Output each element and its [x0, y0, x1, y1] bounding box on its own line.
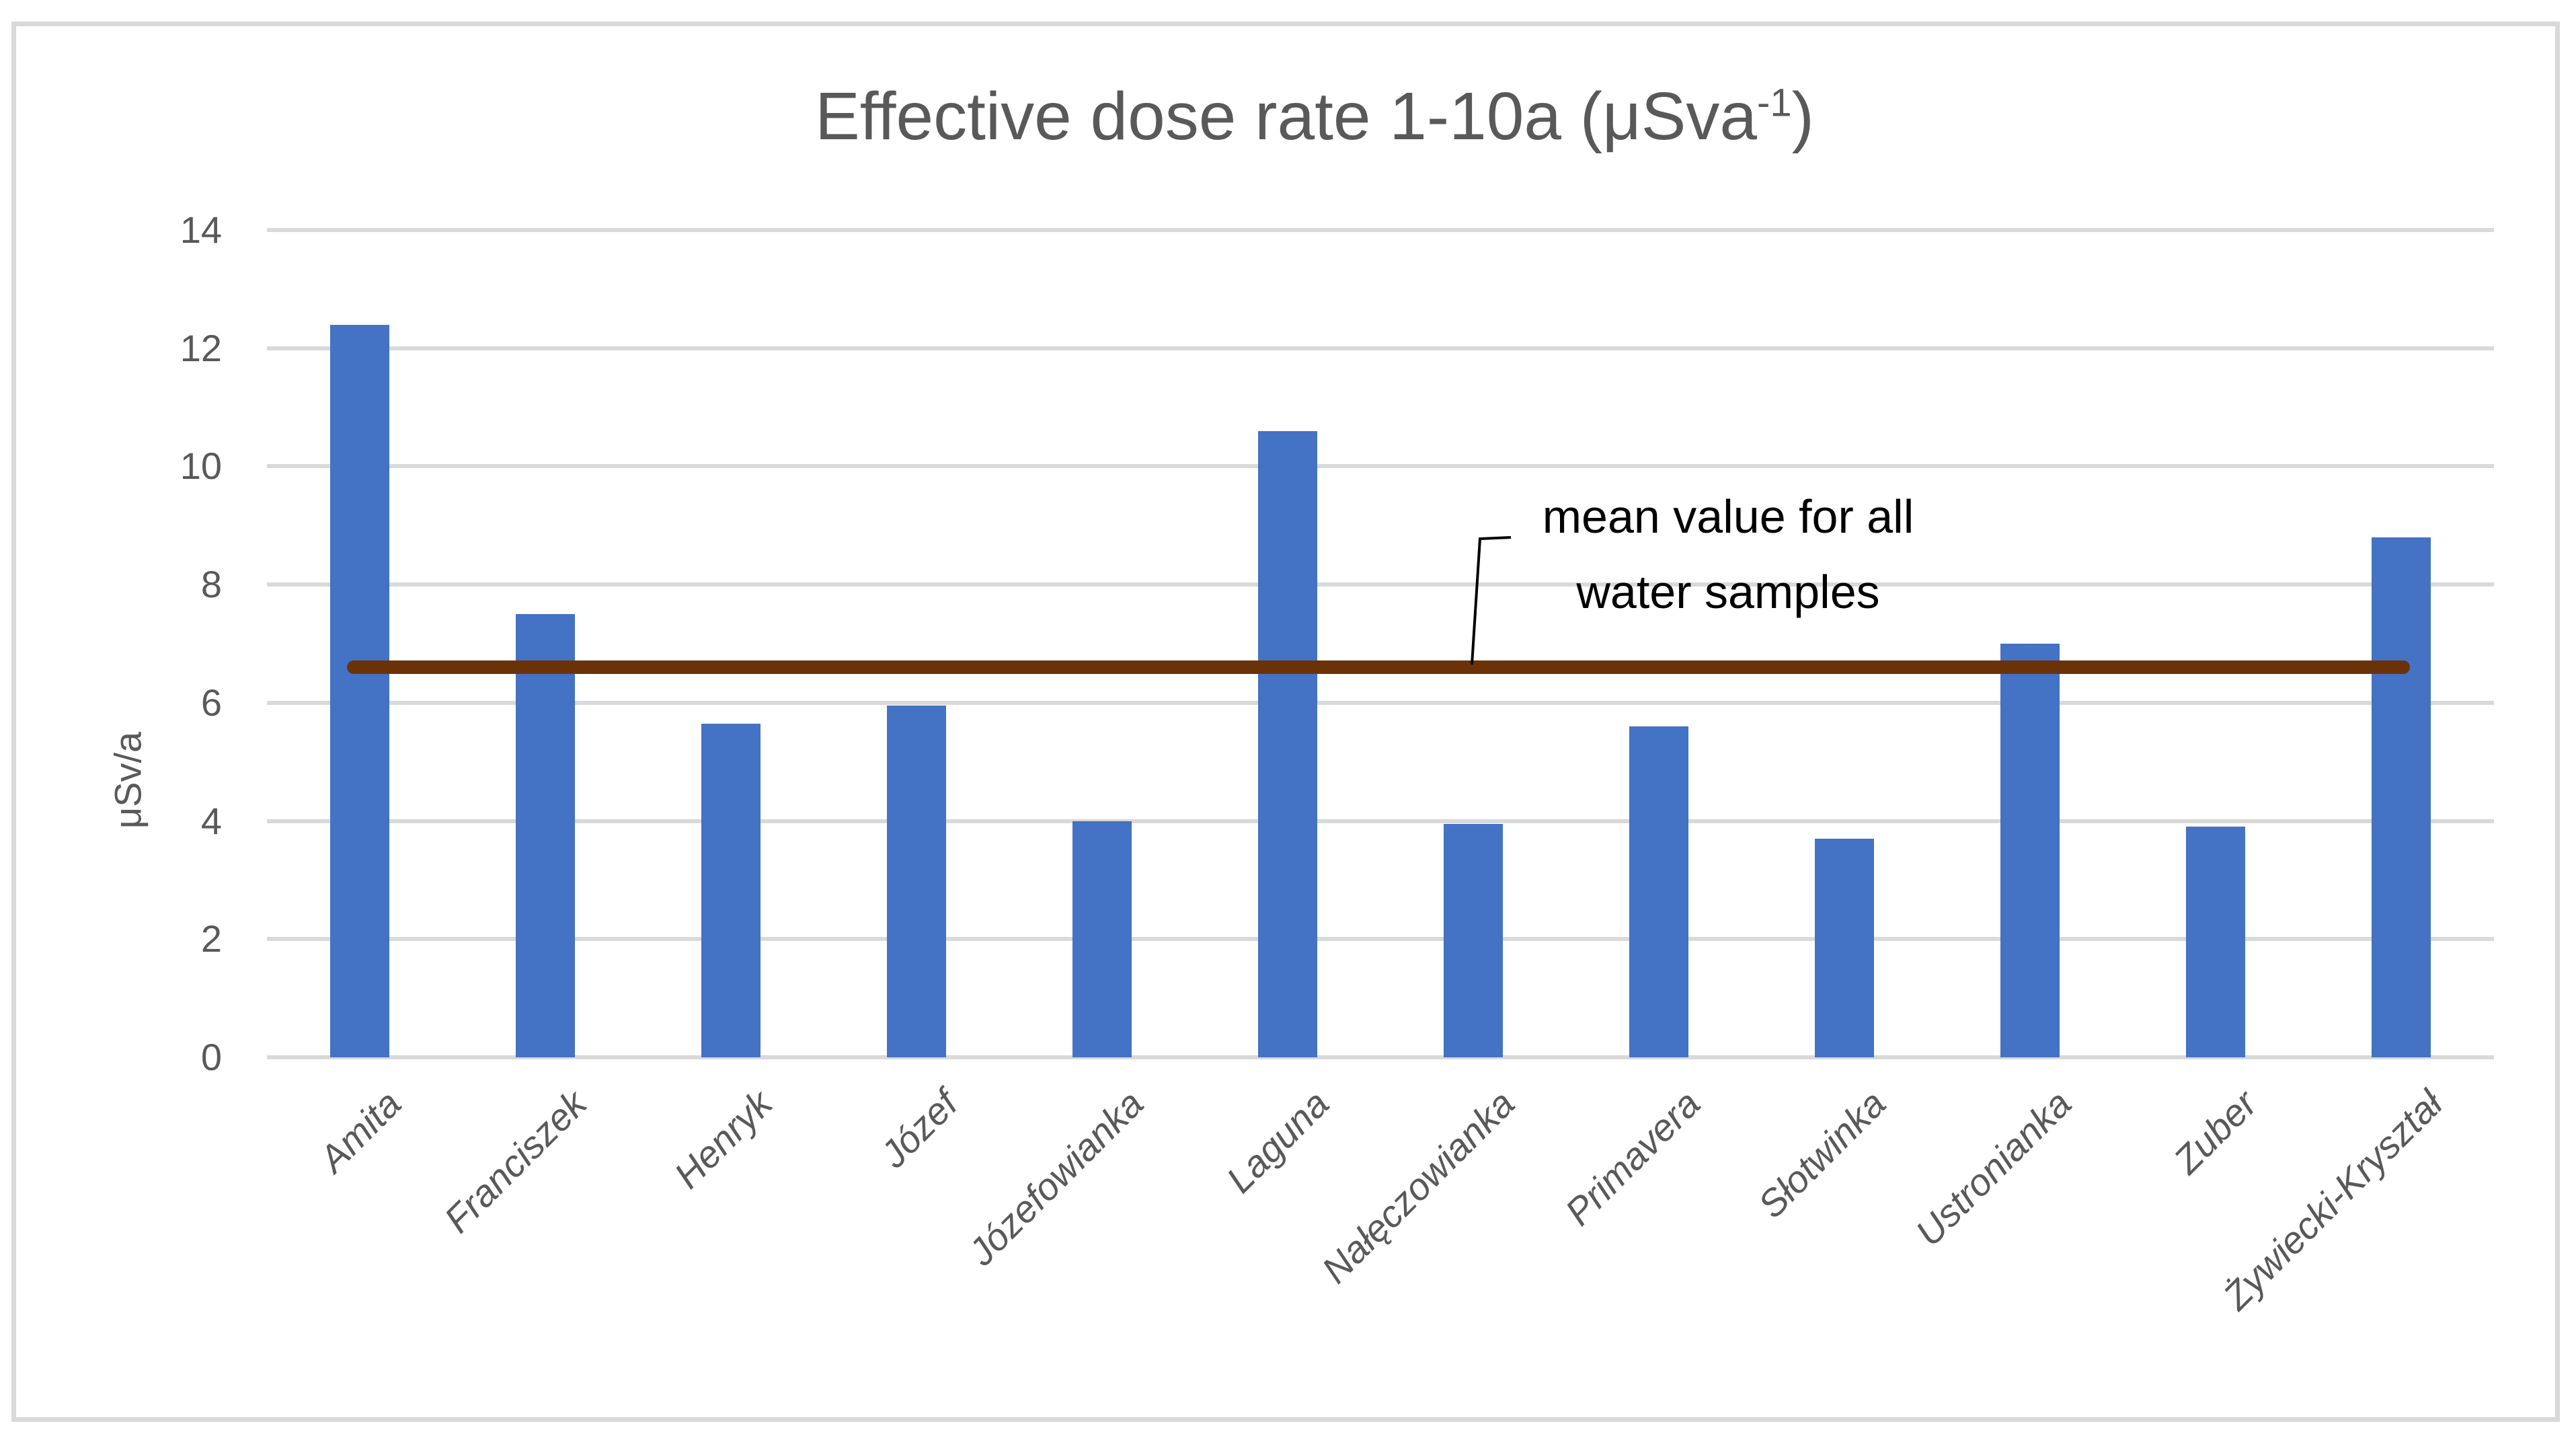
y-axis-tick-label-6: 6 [200, 681, 222, 724]
gridline-y-0 [267, 1055, 2494, 1059]
mean-annotation: mean value for all water samples [1543, 479, 1914, 630]
bar-Franciszek [516, 614, 575, 1057]
bar-Laguna [1258, 430, 1317, 1057]
bar-Słotwinka [1815, 838, 1874, 1057]
gridline-y-4 [267, 819, 2494, 823]
bar-Nałęczowianka [1444, 823, 1503, 1057]
gridline-y-6 [267, 700, 2494, 705]
gridline-y-2 [267, 937, 2494, 942]
y-axis-tick-label-4: 4 [200, 799, 222, 842]
bar-Amita [330, 324, 389, 1057]
y-axis-tick-label-12: 12 [180, 326, 222, 369]
bar-Primavera [1629, 726, 1688, 1057]
gridline-y-14 [267, 228, 2494, 232]
chart-title: Effective dose rate 1-10a (μSva-1) [815, 79, 1814, 153]
chart-title-main: Effective dose rate 1-10a (μSva [815, 79, 1758, 154]
gridline-y-12 [267, 346, 2494, 350]
mean-line [347, 660, 2410, 675]
bar-Józefowianka [1072, 821, 1132, 1057]
bar-Henryk [701, 723, 760, 1057]
y-axis-tick-label-10: 10 [180, 445, 222, 488]
chart-title-suffix: ) [1791, 79, 1814, 154]
chart-title-superscript: -1 [1757, 81, 1792, 125]
bar-Zuber [2186, 827, 2245, 1057]
gridline-y-10 [267, 464, 2494, 469]
mean-annotation-line2: water samples [1576, 566, 1880, 618]
bar-Ustronianka [2000, 644, 2060, 1057]
chart-frame-border [11, 22, 2560, 1422]
mean-annotation-line1: mean value for all [1542, 490, 1914, 543]
y-axis-tick-label-8: 8 [200, 563, 222, 606]
bar-Józef [887, 706, 946, 1057]
gridline-y-8 [267, 582, 2494, 587]
bar-Żywiecki-Kryształ [2372, 537, 2431, 1057]
y-axis-tick-label-14: 14 [180, 209, 222, 251]
y-axis-tick-label-2: 2 [200, 917, 222, 960]
y-axis-tick-label-0: 0 [200, 1036, 222, 1078]
